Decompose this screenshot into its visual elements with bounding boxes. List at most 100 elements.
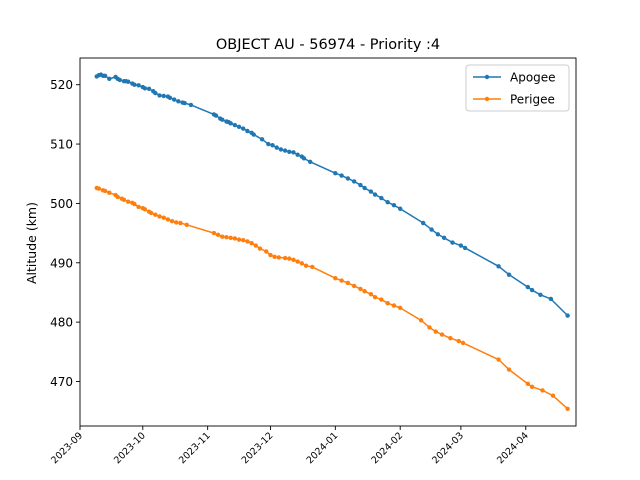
perigee-point: [427, 325, 432, 330]
perigee-point: [224, 235, 229, 240]
apogee-point: [117, 77, 122, 83]
apogee-point: [301, 156, 307, 161]
perigee-point: [540, 388, 545, 393]
perigee-point: [379, 297, 384, 302]
perigee-point: [211, 230, 217, 236]
apogee-series: [94, 72, 570, 318]
apogee-point: [167, 95, 173, 100]
perigee-point: [241, 238, 246, 243]
apogee-point: [136, 83, 141, 88]
apogee-point: [213, 113, 219, 118]
apogee-point: [266, 141, 271, 147]
apogee-point: [259, 137, 265, 142]
apogee-point: [232, 122, 238, 128]
apogee-point: [368, 189, 374, 194]
perigee-point: [276, 255, 282, 260]
perigee-point: [372, 295, 378, 300]
perigee-point: [351, 283, 357, 289]
y-tick-label: 520: [50, 78, 73, 92]
y-axis-label: Altitude (km): [24, 202, 39, 284]
apogee-point: [506, 272, 512, 277]
apogee-point: [421, 220, 426, 226]
perigee-point: [132, 201, 137, 207]
perigee-point: [157, 214, 162, 219]
apogee-point: [398, 206, 403, 211]
apogee-point: [372, 192, 378, 197]
apogee-point: [102, 73, 108, 79]
apogee-point: [345, 176, 351, 181]
perigee-point: [236, 237, 242, 242]
apogee-point: [220, 117, 225, 122]
apogee-point: [236, 124, 242, 130]
apogee-point: [358, 182, 363, 188]
apogee-point: [351, 179, 357, 184]
perigee-point: [418, 318, 424, 323]
perigee-point: [385, 300, 390, 306]
apogee-point: [295, 152, 300, 157]
apogee-point: [538, 292, 543, 298]
perigee-point: [228, 235, 233, 241]
perigee-point: [272, 254, 277, 260]
apogee-point: [385, 200, 390, 205]
apogee-point: [391, 203, 397, 208]
perigee-point: [220, 234, 225, 239]
y-tick-label: 470: [50, 375, 73, 389]
apogee-point: [274, 145, 279, 150]
apogee-point: [525, 284, 531, 290]
apogee-point: [548, 296, 554, 302]
perigee-point: [245, 239, 250, 244]
legend: Apogee Perigee: [465, 64, 570, 112]
perigee-point: [174, 220, 179, 225]
perigee-point: [439, 332, 445, 337]
perigee-point: [136, 204, 141, 210]
apogee-point: [270, 143, 275, 148]
apogee-point: [132, 82, 137, 87]
apogee-point: [339, 173, 344, 178]
perigee-point: [142, 207, 148, 212]
legend-perigee-marker: [484, 96, 490, 102]
apogee-point: [308, 159, 313, 165]
perigee-point: [339, 278, 344, 283]
apogee-point: [458, 243, 464, 248]
apogee-point: [282, 148, 288, 153]
apogee-point: [441, 235, 447, 241]
perigee-point: [178, 220, 183, 226]
perigee-point: [264, 249, 269, 254]
chart-title: OBJECT AU - 56974 - Priority :4: [216, 37, 440, 53]
y-tick-label: 480: [50, 316, 73, 330]
y-tick-label: 500: [50, 197, 73, 211]
perigee-point: [456, 338, 461, 344]
perigee-point: [362, 289, 367, 294]
perigee-point: [232, 236, 238, 241]
apogee-point: [496, 264, 501, 269]
apogee-point: [333, 170, 338, 176]
perigee-point: [310, 264, 315, 270]
apogee-point: [228, 121, 233, 126]
perigee-point: [496, 357, 501, 362]
y-tick-label: 490: [50, 256, 73, 270]
perigee-point: [529, 384, 535, 390]
perigee-point: [460, 340, 466, 346]
perigee-point: [169, 219, 175, 224]
axes-frame: [79, 57, 577, 427]
apogee-point: [245, 128, 250, 134]
apogee-point: [287, 149, 292, 154]
perigee-point: [184, 222, 189, 227]
perigee-point: [291, 257, 296, 263]
perigee-point: [165, 217, 171, 222]
apogee-point: [429, 227, 434, 232]
perigee-point: [249, 240, 254, 246]
apogee-point: [435, 232, 441, 237]
perigee-point: [333, 276, 338, 281]
plot-area: [94, 72, 570, 411]
apogee-point: [153, 90, 158, 96]
perigee-point: [115, 194, 120, 200]
perigee-point: [391, 303, 397, 308]
perigee-point: [565, 406, 570, 411]
perigee-point: [107, 190, 112, 195]
perigee-point: [121, 197, 127, 203]
apogee-point: [146, 86, 152, 92]
apogee-point: [161, 93, 166, 99]
apogee-point: [188, 102, 194, 108]
